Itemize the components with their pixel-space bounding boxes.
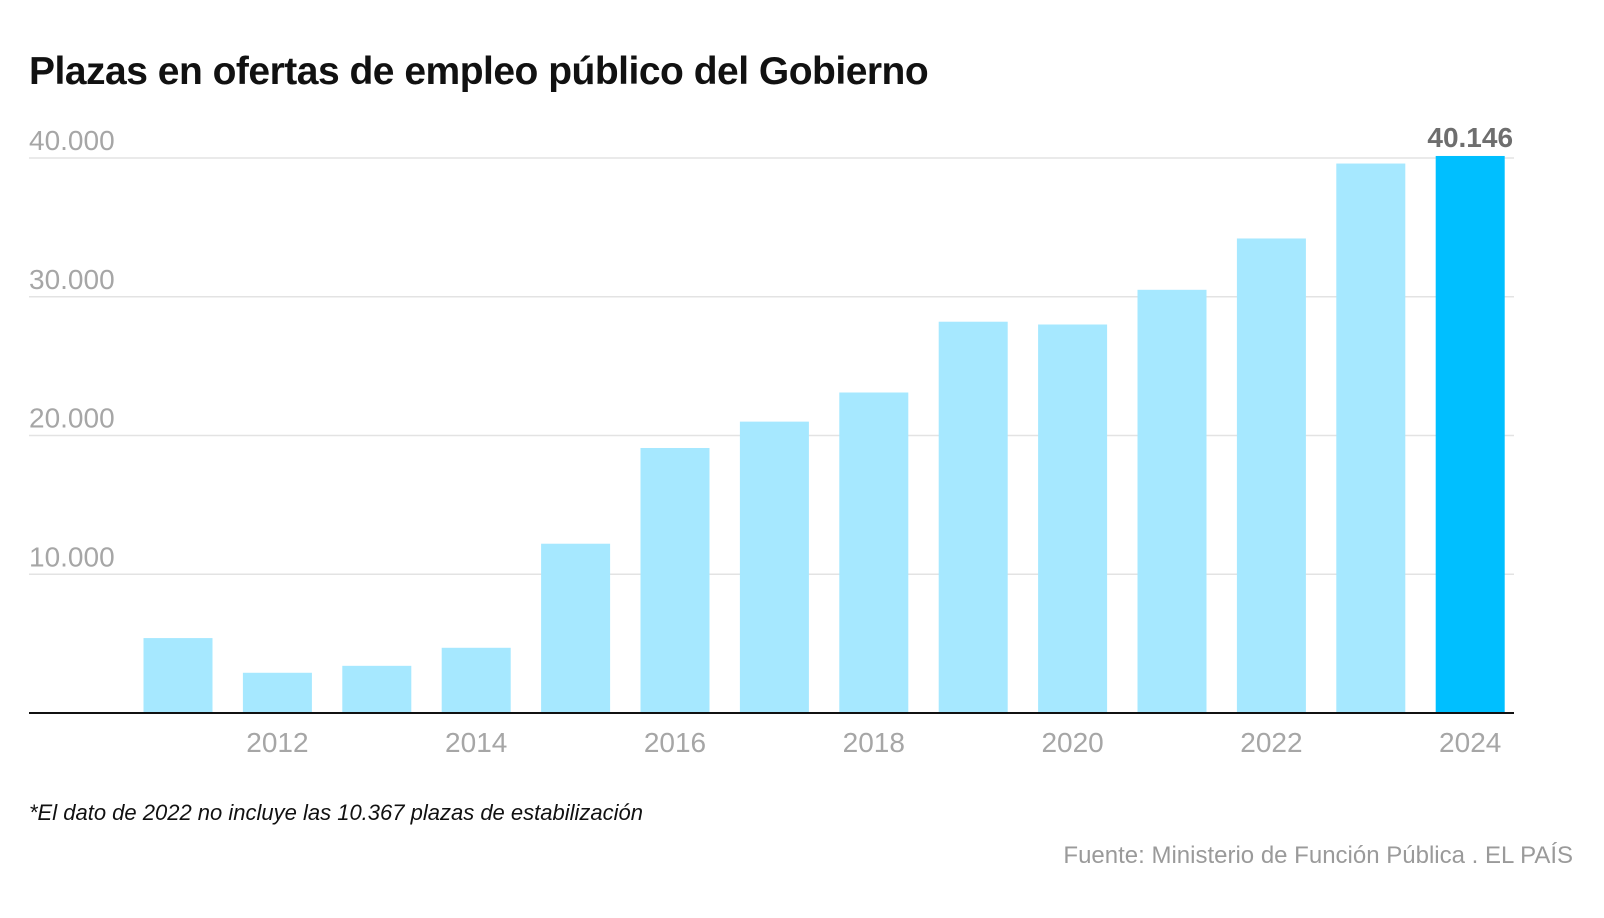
bar-2019	[938, 321, 1008, 713]
data-label-2024: 40.146	[1427, 122, 1513, 153]
bar-2023	[1336, 163, 1406, 714]
bar-2012	[242, 672, 312, 713]
bar-2017	[739, 421, 809, 713]
chart-title: Plazas en ofertas de empleo público del …	[29, 50, 929, 93]
y-axis-labels: 10.000 20.000 30.000 40.000	[29, 125, 115, 572]
x-tick-label: 2020	[1041, 727, 1103, 758]
bar-2018	[839, 392, 909, 713]
y-tick-label: 20.000	[29, 403, 115, 434]
bar-2020	[1038, 324, 1108, 713]
bar-2021	[1137, 289, 1207, 713]
y-tick-label: 30.000	[29, 264, 115, 295]
data-labels: 40.146	[1427, 122, 1513, 153]
bar-2013	[342, 665, 412, 713]
x-tick-label: 2016	[644, 727, 706, 758]
bar-2024	[1435, 155, 1505, 713]
bar-2022	[1236, 238, 1306, 713]
x-axis-labels: 2012 2014 2016 2018 2020 2022 2024	[246, 727, 1501, 758]
bar-2011	[143, 638, 213, 713]
bar-2014	[441, 647, 511, 713]
x-tick-label: 2018	[843, 727, 905, 758]
x-tick-label: 2012	[246, 727, 308, 758]
x-tick-label: 2014	[445, 727, 507, 758]
x-tick-label: 2022	[1240, 727, 1302, 758]
source-credit: Fuente: Ministerio de Función Pública . …	[1063, 842, 1573, 869]
y-tick-label: 40.000	[29, 125, 115, 156]
bar-2015	[541, 543, 611, 713]
x-tick-label: 2024	[1439, 727, 1501, 758]
footnote: *El dato de 2022 no incluye las 10.367 p…	[29, 800, 643, 825]
bar-2016	[640, 447, 710, 713]
bars	[143, 155, 1505, 714]
y-tick-label: 10.000	[29, 541, 115, 572]
